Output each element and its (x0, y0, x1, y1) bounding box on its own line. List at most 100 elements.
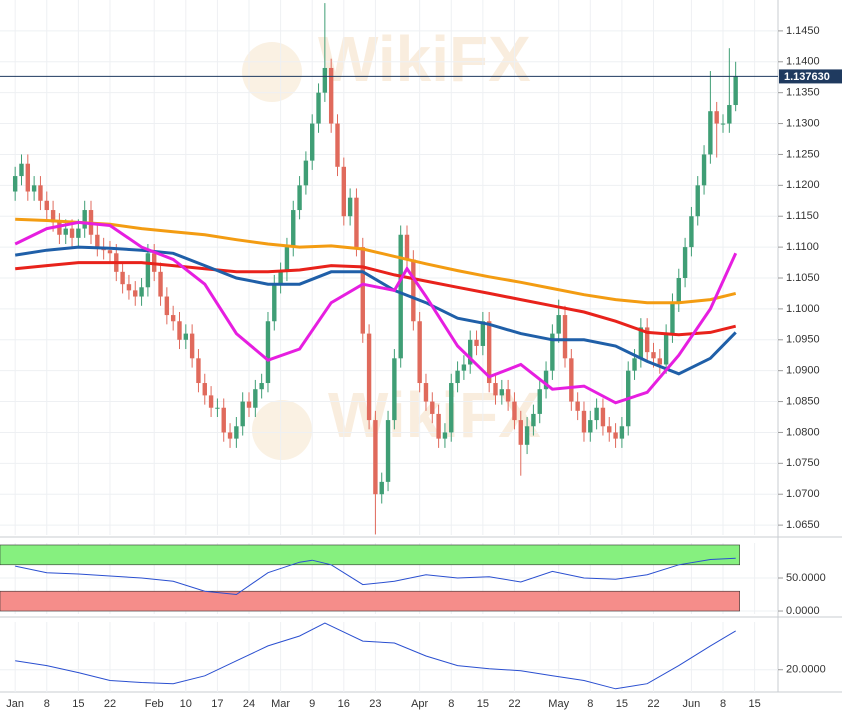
y-tick-label: 1.1100 (786, 241, 819, 253)
indicator-band (0, 590, 740, 612)
candle-body (524, 426, 530, 445)
y-tick-label: 1.0950 (786, 334, 820, 346)
x-tick-label: 17 (211, 698, 223, 710)
candle-body (714, 111, 719, 124)
last-price-box (779, 69, 842, 84)
candle-body (139, 287, 144, 297)
watermark-logo (252, 400, 312, 460)
y-tick-label: 1.1450 (786, 25, 820, 37)
x-tick-label: 9 (309, 698, 315, 710)
candle-body (297, 185, 302, 211)
moving-average (14, 220, 738, 405)
watermark: WikiFX (318, 23, 531, 95)
candle-body (259, 383, 264, 390)
candle-body (518, 420, 523, 445)
candle-body (594, 407, 599, 421)
candle-body (278, 271, 283, 285)
candle-body (556, 315, 561, 334)
candle-body (581, 410, 587, 433)
candle-body (499, 389, 505, 396)
watermarks: WikiFX WikiFX (242, 23, 541, 460)
candle-body (107, 250, 113, 254)
candle-body (291, 210, 296, 248)
candle-body (95, 234, 100, 248)
x-tick-label: Feb (145, 698, 164, 710)
moving-average (15, 217, 737, 305)
candle-body (379, 481, 384, 495)
x-tick-label: Jan (6, 698, 24, 710)
candle-body (215, 407, 220, 409)
candle-body (543, 370, 549, 390)
candle-body (76, 228, 81, 238)
candle-body (695, 185, 700, 217)
candle-body (25, 163, 31, 192)
moving-average (15, 261, 737, 337)
candle-body (442, 432, 448, 439)
y-tick-label: 1.1350 (786, 87, 820, 99)
candle-body (600, 407, 606, 427)
candle-body (120, 271, 125, 285)
candle-body (676, 278, 681, 303)
candle-body (310, 123, 315, 161)
y-tick-label: 0.0000 (786, 605, 820, 617)
candle-body (31, 185, 37, 192)
candle-body (455, 370, 460, 384)
candle-body (12, 176, 18, 192)
candle-body (682, 247, 688, 279)
candle-body (493, 383, 498, 396)
x-tick-label: 22 (508, 698, 520, 710)
candle-body (632, 358, 637, 371)
y-tick-label: 1.0850 (786, 395, 820, 407)
x-tick-label: 10 (180, 698, 192, 710)
candle-body (347, 197, 353, 217)
candle-body (126, 284, 132, 291)
candle-body (423, 383, 429, 402)
candle-body (651, 352, 656, 359)
candle-body (183, 333, 189, 340)
candle-body (328, 67, 334, 124)
candle-body (316, 92, 321, 124)
candle-body (505, 389, 511, 402)
candle-body (177, 321, 182, 340)
candle-body (44, 200, 49, 211)
candle-body (385, 420, 391, 482)
y-tick-label: 1.0800 (786, 426, 820, 438)
moving-average (14, 245, 737, 376)
candle-body (550, 333, 555, 371)
candle-body (373, 420, 378, 495)
candle-body (569, 358, 574, 402)
candle-body (82, 210, 87, 229)
candle-body (531, 413, 536, 427)
candle-body (701, 154, 707, 186)
candle-body (733, 76, 738, 106)
candle-body (430, 401, 435, 414)
y-tick-label: 1.1050 (786, 272, 820, 284)
candle-body (366, 333, 372, 421)
x-tick-label: 8 (448, 698, 454, 710)
candle-body (303, 160, 309, 186)
watermark-logo (242, 42, 302, 102)
x-tick-label: 15 (477, 698, 489, 710)
candle-body (474, 339, 479, 346)
candle-body (468, 339, 473, 365)
candle-body (246, 401, 252, 408)
y-tick-label: 1.1400 (786, 56, 820, 68)
candle-body (202, 383, 207, 396)
y-tick-label: 1.1200 (786, 179, 820, 191)
candle-body (335, 123, 340, 167)
x-tick-label: Jun (683, 698, 701, 710)
indicator-line (15, 557, 736, 596)
candle-body (619, 426, 625, 439)
candle-body (145, 253, 151, 288)
candle-body (588, 420, 593, 433)
candle-body (164, 296, 170, 316)
y-tick-label: 1.1150 (786, 210, 819, 222)
candle-body (708, 111, 713, 155)
candle-body (562, 315, 568, 359)
candle-body (575, 401, 580, 411)
candle-body (670, 302, 675, 334)
candle-body (537, 389, 542, 414)
candle-body (38, 185, 43, 201)
candle-body (57, 222, 62, 235)
